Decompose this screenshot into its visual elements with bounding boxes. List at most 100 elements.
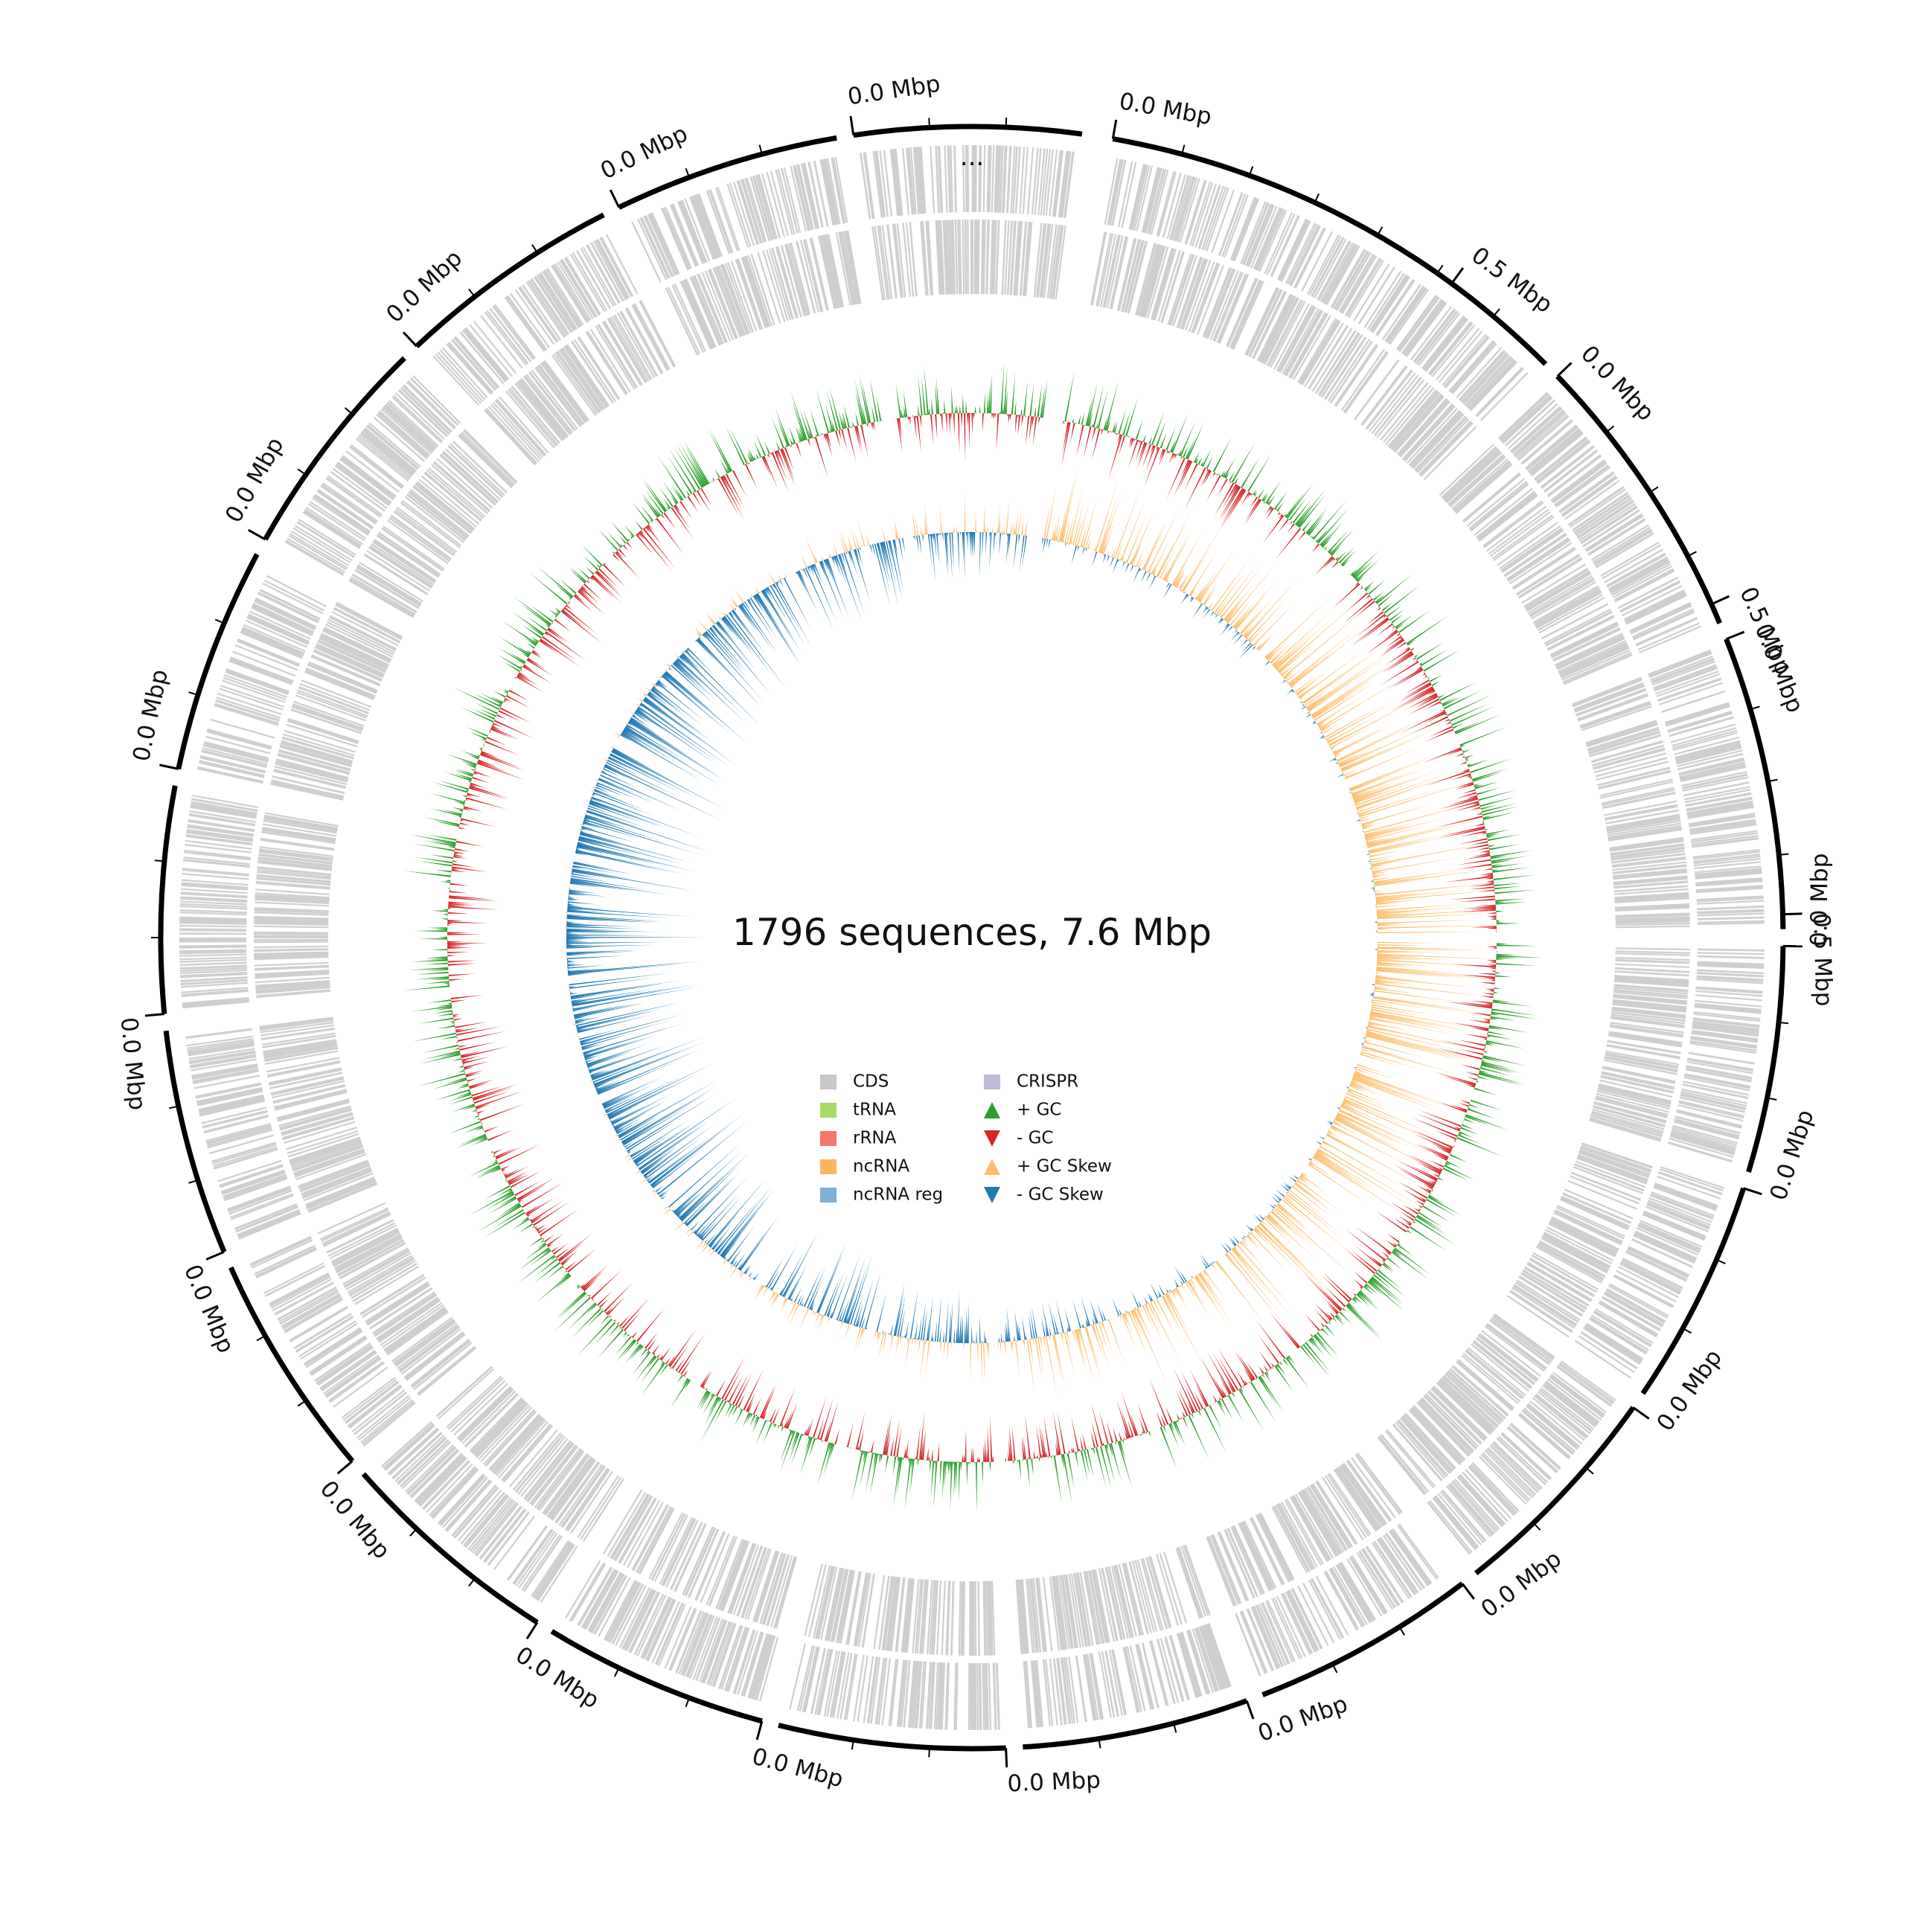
- legend-triangle-down-icon: [984, 1130, 1000, 1147]
- cds-track: [179, 144, 1765, 1731]
- segment-start-tick: [1005, 1747, 1008, 1768]
- gc-content-positive: [1350, 550, 1502, 734]
- gc-content-negative: [1331, 582, 1455, 742]
- gc-skew-positive: [1264, 594, 1439, 781]
- legend-triangle-up-icon: [984, 1159, 1000, 1175]
- segment-axis-arc: [176, 553, 260, 770]
- cds-reverse-strand: [1377, 1313, 1555, 1496]
- cds-reverse-strand: [1589, 947, 1690, 1142]
- axis-minor-tick: [344, 407, 354, 415]
- axis-minor-tick: [1682, 1328, 1692, 1334]
- segment-axis-arc: [1261, 1581, 1465, 1697]
- segment-axis-arc: [1474, 1406, 1636, 1575]
- cds-reverse-strand: [259, 1016, 378, 1214]
- plot-title: 1796 sequences, 7.6 Mbp: [732, 911, 1212, 954]
- legend-swatch: [984, 1075, 1000, 1089]
- segment-start-tick: [849, 115, 855, 135]
- axis-minor-tick: [531, 244, 538, 254]
- gc-content-negative: [1423, 747, 1497, 932]
- segment-axis-arc: [415, 212, 605, 348]
- segment-start-label: 0.0 Mbp: [596, 121, 691, 185]
- gc-content-positive: [1407, 1099, 1509, 1252]
- gc-skew-positive: [799, 517, 901, 571]
- cds-reverse-strand: [270, 601, 403, 801]
- legend-label: - GC Skew: [1017, 1185, 1104, 1205]
- segment-start-label: 0.0 Mbp: [128, 667, 173, 763]
- segment-start-label: 0.0 Mbp: [115, 1016, 151, 1111]
- legend-label: + GC: [1017, 1101, 1061, 1120]
- segment-start-label: 0.0 Mbp: [1765, 1107, 1820, 1203]
- cds-reverse-strand: [804, 1563, 996, 1656]
- gc-skew-positive: [997, 1319, 1125, 1397]
- segment-start-tick: [1725, 630, 1745, 641]
- axis-minor-tick: [685, 167, 690, 178]
- legend-triangle-down-icon: [984, 1187, 1000, 1203]
- axis-minor-tick: [297, 468, 307, 475]
- segment-axis-arc: [361, 1472, 539, 1625]
- cds-reverse-strand: [1439, 443, 1633, 685]
- gc-content-positive: [1459, 726, 1537, 925]
- axis-tick-label: 0.5 Mbp: [1808, 913, 1837, 1007]
- legend-label: tRNA: [853, 1101, 896, 1120]
- gc-content-positive: [553, 1284, 691, 1409]
- axis-minor-tick: [758, 144, 763, 155]
- segment-axis-arc: [1555, 374, 1723, 624]
- legend-swatch: [820, 1103, 837, 1118]
- axis-minor-tick: [256, 1335, 266, 1342]
- segment-axis-arc: [228, 1266, 355, 1463]
- cds-reverse-strand: [348, 429, 518, 618]
- cds-reverse-strand: [1571, 676, 1690, 929]
- segment-start-label: 0.0 Mbp: [1117, 88, 1214, 130]
- cds-forward-strand: [789, 1643, 1000, 1731]
- legend-swatch: [820, 1188, 837, 1203]
- cds-forward-strand: [1023, 1623, 1232, 1729]
- gc-content-negative: [612, 470, 746, 580]
- segment-start-tick: [755, 1720, 764, 1741]
- gc-content-positive: [725, 374, 885, 466]
- cds-forward-strand: [860, 144, 1075, 220]
- segment-axis-arc: [1640, 1187, 1747, 1395]
- axis-minor-tick: [1331, 1663, 1338, 1674]
- legend-swatch: [820, 1075, 837, 1089]
- axis-minor-tick: [1377, 226, 1384, 236]
- gc-content-positive: [1064, 371, 1357, 567]
- gc-content-negative: [1269, 1226, 1400, 1349]
- cds-reverse-strand: [317, 1202, 477, 1396]
- cds-reverse-strand: [665, 230, 862, 356]
- gc-skew-negative: [912, 532, 1027, 583]
- legend-triangle-up-icon: [984, 1102, 1000, 1118]
- gc-skew-positive: [1360, 941, 1515, 1075]
- gc-content-negative: [1005, 1392, 1148, 1461]
- legend-label: CDS: [853, 1072, 889, 1092]
- segment-start-label: 0.0 Mbp: [1476, 1546, 1567, 1623]
- gc-content-positive: [423, 687, 509, 827]
- axis-major-tick: [1450, 267, 1465, 284]
- axis-major-tick: [1711, 595, 1730, 606]
- segment-start-label: 0.0 Mbp: [1007, 1767, 1101, 1797]
- axis-major-tick: [1782, 912, 1803, 916]
- legend-swatch: [820, 1159, 837, 1174]
- segment-axis-arc: [263, 356, 406, 541]
- axis-minor-tick: [1585, 1467, 1594, 1475]
- axis-minor-tick: [1098, 1738, 1101, 1749]
- gc-skew-positive: [694, 569, 788, 638]
- cds-reverse-strand: [1506, 1142, 1653, 1338]
- segment-axis-arc: [163, 1030, 227, 1253]
- cds-forward-strand: [381, 1421, 578, 1604]
- gc-skew-negative: [764, 1232, 882, 1330]
- segment-start-tick: [525, 1621, 539, 1640]
- cds-reverse-strand: [484, 300, 676, 466]
- gc-skew-track: [563, 467, 1515, 1397]
- legend-label: ncRNA: [853, 1157, 909, 1176]
- segment-start-tick: [247, 528, 266, 541]
- axis-minor-tick: [1181, 144, 1186, 155]
- axis-minor-tick: [1767, 1097, 1777, 1101]
- axis-minor-tick: [1649, 486, 1659, 493]
- segment-start-label: 0.0 Mbp: [1750, 620, 1809, 717]
- gc-skew-negative: [566, 861, 705, 976]
- gc-content-negative: [447, 840, 500, 981]
- cds-reverse-strand: [871, 219, 1066, 301]
- legend-label: CRISPR: [1017, 1072, 1078, 1092]
- gc-content-positive: [598, 429, 733, 554]
